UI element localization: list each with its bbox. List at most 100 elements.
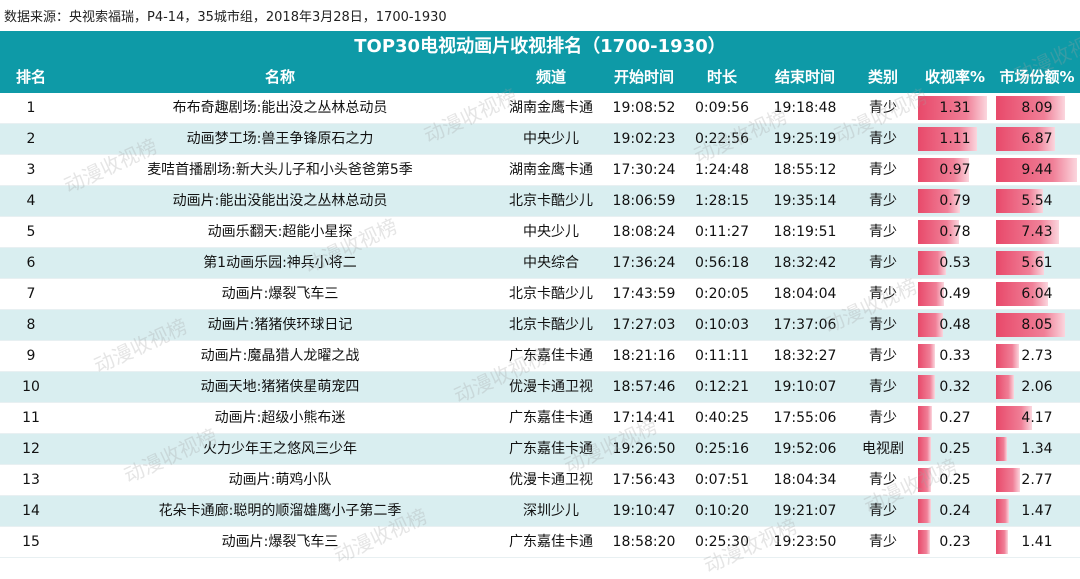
rating-cell: 0.48 [916,310,994,340]
share-bar [996,127,1055,151]
channel-cell: 湖南金鹰卡通 [509,162,593,178]
rank-cell: 11 [22,410,40,426]
share-bar [996,530,1008,554]
share-value: 5.61 [1021,255,1053,271]
rating-bar [918,313,943,337]
end-time-cell: 19:23:50 [773,534,837,550]
program-name-cell: 动画梦工场:兽王争锋原石之力 [186,131,374,147]
share-value: 2.77 [1021,472,1053,488]
share-value: 5.54 [1021,193,1053,209]
end-time-cell: 18:55:12 [773,162,837,178]
type-cell: 青少 [869,131,897,147]
share-cell: 1.41 [994,527,1080,557]
start-time-cell: 17:30:24 [612,162,676,178]
rating-value: 0.32 [939,379,971,395]
data-source-note: 数据来源：央视索福瑞，P4-14，35城市组，2018年3月28日，1700-1… [4,10,447,25]
channel-cell: 湖南金鹰卡通 [509,100,593,116]
share-bar [996,499,1009,523]
rating-bar [918,437,931,461]
program-name-cell: 麦咭首播剧场:新大头儿子和小头爸爸第5季 [147,162,413,178]
rating-value: 0.24 [939,503,971,519]
rating-value: 0.79 [939,193,971,209]
share-bar [996,282,1048,306]
end-time-cell: 18:19:51 [773,224,837,240]
type-cell: 青少 [869,348,897,364]
rating-value: 0.53 [939,255,971,271]
start-time-cell: 19:10:47 [612,503,676,519]
share-bar [996,313,1065,337]
rank-cell: 7 [26,286,36,302]
duration-cell: 0:40:25 [695,410,749,426]
rating-cell: 0.32 [916,372,994,402]
share-cell: 5.54 [994,186,1080,216]
type-cell: 青少 [869,379,897,395]
end-time-cell: 17:55:06 [773,410,837,426]
rank-cell: 12 [22,441,40,457]
table-row: 4 动画片:能出没能出没之丛林总动员 北京卡酷少儿 18:06:59 1:28:15 19… [0,186,1080,217]
rank-cell: 14 [22,503,40,519]
duration-cell: 0:07:51 [695,472,749,488]
program-name-cell: 布布奇趣剧场:能出没之丛林总动员 [172,100,388,116]
start-time-cell: 17:43:59 [612,286,676,302]
share-value: 1.47 [1021,503,1053,519]
rating-cell: 0.79 [916,186,994,216]
share-cell: 8.09 [994,93,1080,123]
rank-cell: 8 [26,317,36,333]
rank-cell: 4 [26,193,36,209]
rating-bar [918,220,959,244]
end-time-cell: 19:18:48 [773,100,837,116]
type-cell: 青少 [869,286,897,302]
rating-bar [918,282,944,306]
end-time-cell: 19:52:06 [773,441,837,457]
rating-cell: 0.78 [916,217,994,247]
rating-cell: 0.33 [916,341,994,371]
share-bar [996,251,1044,275]
channel-cell: 北京卡酷少儿 [509,193,593,209]
channel-cell: 深圳少儿 [523,503,579,519]
header-type: 类别 [867,68,898,86]
end-time-cell: 17:37:06 [773,317,837,333]
rating-bar [918,158,969,182]
rating-bar [918,251,946,275]
end-time-cell: 18:04:34 [773,472,837,488]
rating-cell: 0.24 [916,496,994,526]
share-cell: 4.17 [994,403,1080,433]
table-title: TOP30电视动画片收视排名（1700-1930） [0,31,1080,62]
share-cell: 1.34 [994,434,1080,464]
table-row: 5 动画乐翻天:超能小星探 中央少儿 18:08:24 0:11:27 18:19:51 青… [0,217,1080,248]
type-cell: 青少 [869,534,897,550]
channel-cell: 优漫卡通卫视 [509,379,593,395]
rating-bar [918,499,931,523]
duration-cell: 0:12:21 [695,379,749,395]
table-row: 12 火力少年王之悠风三少年 广东嘉佳卡通 19:26:50 0:25:16 19:52:… [0,434,1080,465]
share-cell: 6.04 [994,279,1080,309]
rating-bar [918,344,935,368]
rank-cell: 9 [26,348,36,364]
rating-bar [918,406,932,430]
rank-cell: 3 [26,162,36,178]
table-row: 7 动画片:爆裂飞车三 北京卡酷少儿 17:43:59 0:20:05 18:04:04 青… [0,279,1080,310]
type-cell: 青少 [869,255,897,271]
channel-cell: 广东嘉佳卡通 [509,410,593,426]
rating-cell: 0.25 [916,465,994,495]
table-row: 2 动画梦工场:兽王争锋原石之力 中央少儿 19:02:23 0:22:56 19:25:… [0,124,1080,155]
rating-cell: 0.97 [916,155,994,185]
channel-cell: 广东嘉佳卡通 [509,534,593,550]
start-time-cell: 17:27:03 [612,317,676,333]
share-value: 7.43 [1021,224,1053,240]
start-time-cell: 18:21:16 [612,348,676,364]
table-row: 15 动画片:爆裂飞车三 广东嘉佳卡通 18:58:20 0:25:30 19:23:50… [0,527,1080,558]
end-time-cell: 19:25:19 [773,131,837,147]
type-cell: 青少 [869,410,897,426]
rating-cell: 1.31 [916,93,994,123]
share-bar [996,344,1019,368]
program-name-cell: 动画乐翻天:超能小星探 [207,224,353,240]
rating-cell: 0.53 [916,248,994,278]
share-bar [996,189,1043,213]
table-row: 9 动画片:魔晶猎人龙曜之战 广东嘉佳卡通 18:21:16 0:11:11 18:32:… [0,341,1080,372]
share-value: 6.87 [1021,131,1053,147]
rating-value: 1.31 [939,100,971,116]
program-name-cell: 花朵卡通廊:聪明的顺溜雄鹰小子第二季 [158,503,402,519]
share-cell: 2.77 [994,465,1080,495]
rating-cell: 1.11 [916,124,994,154]
